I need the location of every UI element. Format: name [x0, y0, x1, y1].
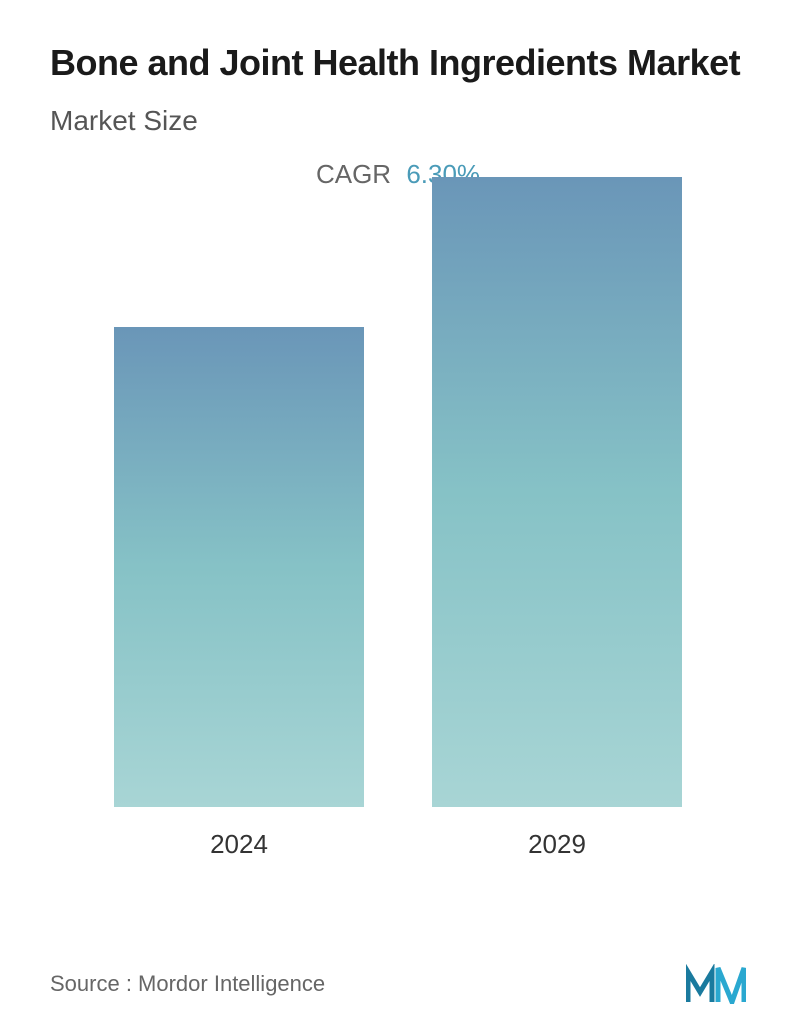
cagr-label: CAGR	[316, 159, 391, 189]
bar-group-2024: 2024	[114, 327, 364, 860]
chart-subtitle: Market Size	[50, 105, 746, 137]
mordor-logo-icon	[686, 964, 746, 1004]
bar-label-2029: 2029	[528, 829, 586, 860]
bar-label-2024: 2024	[210, 829, 268, 860]
chart-title: Bone and Joint Health Ingredients Market	[50, 40, 746, 87]
source-text: Source : Mordor Intelligence	[50, 971, 325, 997]
chart-footer: Source : Mordor Intelligence	[50, 964, 746, 1004]
bar-chart: 2024 2029	[50, 220, 746, 860]
bar-2029	[432, 177, 682, 807]
bar-group-2029: 2029	[432, 177, 682, 860]
bar-2024	[114, 327, 364, 807]
